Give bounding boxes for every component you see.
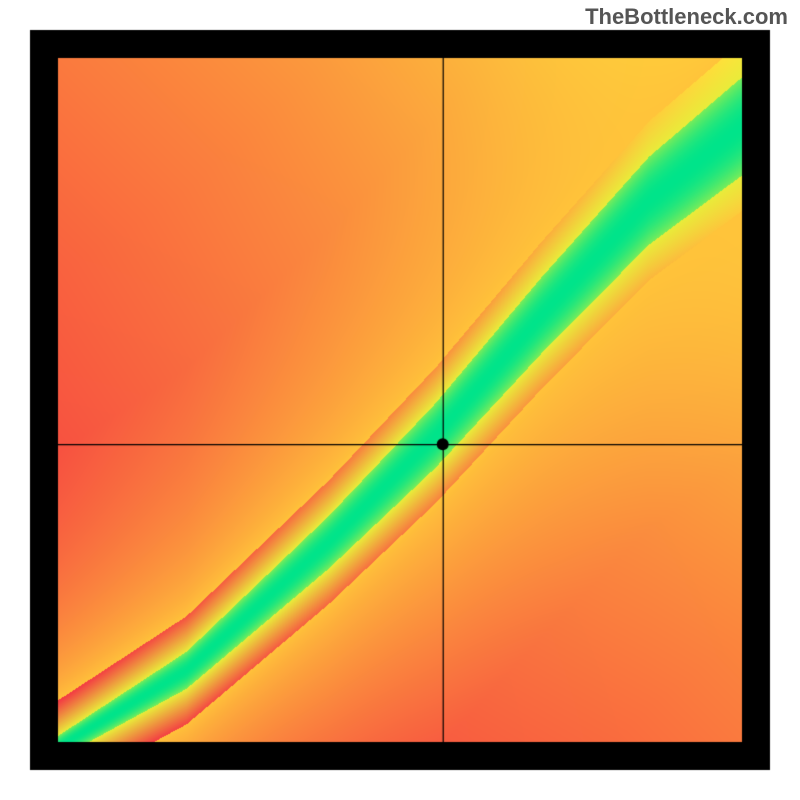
watermark-text: TheBottleneck.com bbox=[585, 4, 788, 30]
bottleneck-heatmap bbox=[0, 0, 800, 800]
